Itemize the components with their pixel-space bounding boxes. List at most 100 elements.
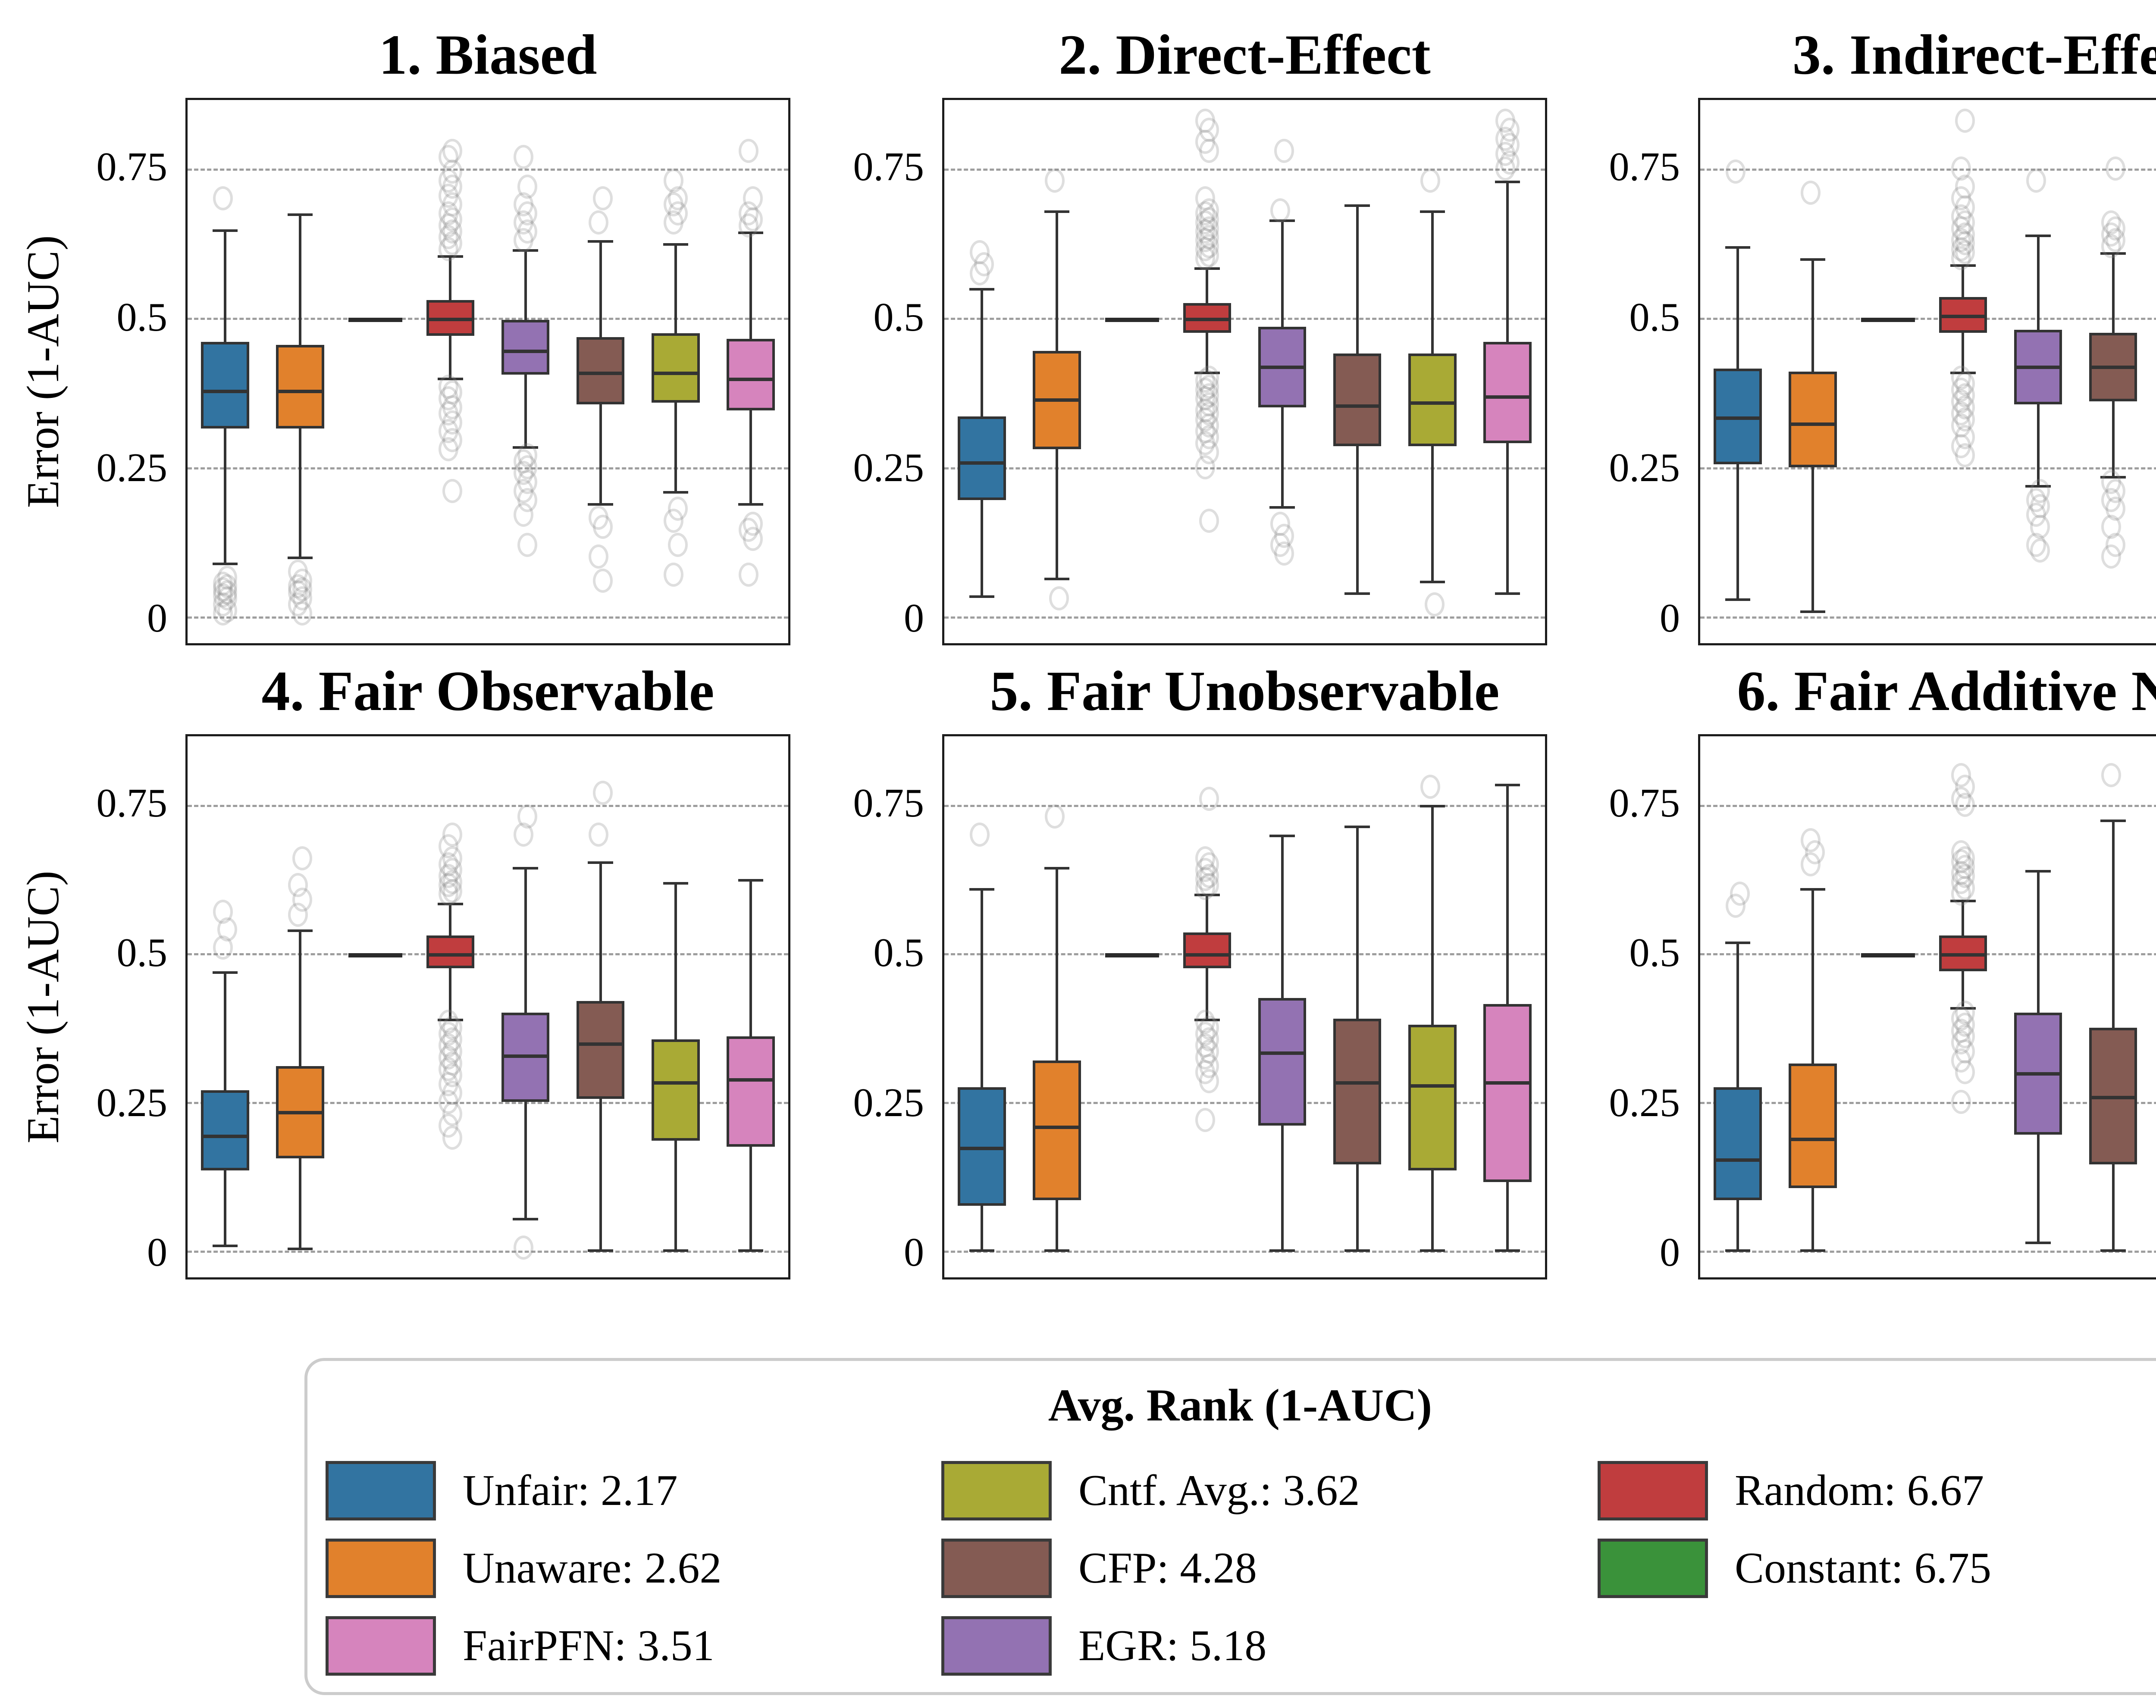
subplot-biased: 1. Biased Error (1-AUC) 0.75 0.5 0.25 0 <box>18 25 790 645</box>
box-unfair <box>201 341 249 429</box>
gridline-0.5 <box>1700 318 2156 320</box>
outlier-fairpfn <box>743 186 763 211</box>
median-unaware <box>276 389 324 393</box>
ytick-label-0.5: 0.5 <box>1629 295 1680 340</box>
box-constant-flat <box>1105 953 1159 958</box>
subplot-title: 4. Fair Observable <box>261 659 714 723</box>
outlier-egr <box>517 804 538 829</box>
whisker-cap-high-unfair <box>212 971 238 974</box>
gridline-0.25 <box>944 467 1545 469</box>
outlier-random <box>1199 1069 1219 1093</box>
outlier-random <box>442 1125 463 1150</box>
median-fairpfn <box>1483 1081 1532 1085</box>
outlier-cfp <box>2101 210 2121 235</box>
median-fairpfn <box>1483 395 1532 399</box>
legend-swatch-egr <box>941 1616 1052 1676</box>
whisker-cap-high-fairpfn <box>1495 180 1520 183</box>
gridline-0.25 <box>944 1102 1545 1104</box>
outlier-random <box>442 822 463 847</box>
median-unfair <box>958 461 1006 465</box>
median-random <box>426 953 475 957</box>
outlier-random <box>1195 186 1215 211</box>
outlier-fairpfn <box>739 138 759 163</box>
gridline-0.5 <box>188 953 788 956</box>
gridline-0.75 <box>1700 169 2156 171</box>
outlier-cfp <box>2101 544 2121 569</box>
whisker-cap-low-unfair <box>212 563 238 566</box>
legend-label-egr: EGR: 5.18 <box>1078 1621 1267 1670</box>
box-fairpfn <box>1483 1004 1532 1182</box>
whisker-cap-low-unfair <box>212 1245 238 1248</box>
whisker-cap-low-unfair <box>1725 1249 1751 1252</box>
whisker-cap-high-unfair <box>1725 246 1751 249</box>
legend-label-unaware: Unaware: 2.62 <box>463 1544 722 1592</box>
median-unfair <box>958 1146 1006 1150</box>
legend-swatch-cfp <box>941 1539 1052 1598</box>
median-cfp <box>1333 1081 1382 1085</box>
median-cfp <box>576 372 625 375</box>
outlier-egr <box>513 503 533 527</box>
legend-box: Avg. Rank (1-AUC) Unfair: 2.17 Unaware: 2… <box>304 1358 2156 1695</box>
median-random <box>1939 953 1987 957</box>
whisker-cap-high-egr <box>2025 234 2051 237</box>
outlier-cntf-avg <box>663 562 683 587</box>
whisker-cap-high-cfp <box>1344 825 1370 828</box>
ytick-label-0.75: 0.75 <box>853 144 924 190</box>
outlier-unfair <box>1726 160 1746 184</box>
whisker-cap-low-egr <box>1269 1249 1295 1252</box>
legend-entry-random: Random: 6.67 <box>1598 1459 1991 1522</box>
outlier-unaware <box>1801 828 1821 853</box>
whisker-cap-low-cntf-avg <box>1420 580 1445 583</box>
legend-column-3: Random: 6.67 Constant: 6.75 <box>1598 1459 1991 1614</box>
outlier-cfp <box>588 210 608 235</box>
legend-entry-unaware: Unaware: 2.62 <box>326 1537 721 1600</box>
outlier-random <box>1199 786 1219 811</box>
subplot-title: 3. Indirect-Effect <box>1792 23 2156 87</box>
whisker-cap-high-cfp <box>2100 820 2126 823</box>
whisker-cap-high-unfair <box>212 229 238 232</box>
whisker-unaware <box>1056 867 1059 1250</box>
legend-entry-cntf-avg: Cntf. Avg.: 3.62 <box>941 1459 1360 1522</box>
legend-swatch-unfair <box>326 1461 436 1520</box>
median-cntf-avg <box>652 1081 700 1085</box>
outlier-cfp <box>592 568 613 593</box>
legend-entry-unfair: Unfair: 2.17 <box>326 1459 721 1522</box>
ytick-label-0: 0 <box>147 1230 167 1275</box>
outlier-egr <box>1274 138 1294 163</box>
whisker-cap-high-egr <box>513 867 538 870</box>
legend-label-unfair: Unfair: 2.17 <box>463 1466 678 1515</box>
box-fairpfn <box>727 1036 775 1147</box>
gridline-0.5 <box>944 318 1545 320</box>
box-unfair <box>1714 369 1762 464</box>
whisker-cap-low-egr <box>513 1218 538 1221</box>
subplot-title: 1. Biased <box>379 23 597 87</box>
whisker-cap-high-cntf-avg <box>663 882 689 885</box>
gridline-0.5 <box>1700 953 2156 956</box>
whisker-cap-low-fairpfn <box>1495 592 1520 595</box>
whisker-cap-low-fairpfn <box>1495 1249 1520 1252</box>
box-fairpfn <box>1483 341 1532 444</box>
box-random <box>1939 935 1987 971</box>
whisker-cap-high-cntf-avg <box>1420 210 1445 213</box>
outlier-egr <box>2030 538 2050 563</box>
legend-swatch-fairpfn <box>326 1616 436 1676</box>
median-unfair <box>201 1135 249 1138</box>
outlier-fairpfn <box>1495 109 1516 133</box>
gridline-0.75 <box>944 804 1545 807</box>
outlier-random <box>1951 840 1971 864</box>
box-constant-flat <box>1861 953 1915 958</box>
ytick-label-0.75: 0.75 <box>96 780 168 826</box>
plot-area <box>185 734 790 1279</box>
median-fairpfn <box>727 1078 775 1082</box>
outlier-cfp <box>2101 763 2121 787</box>
legend-entry-cfp: CFP: 4.28 <box>941 1537 1360 1600</box>
gridline-0.75 <box>188 804 788 807</box>
outlier-cfp <box>592 781 613 805</box>
gridline-0.25 <box>188 467 788 469</box>
legend-swatch-cntf-avg <box>941 1461 1052 1520</box>
median-egr <box>2014 1072 2062 1076</box>
ytick-label-0.25: 0.25 <box>96 1080 168 1125</box>
median-unaware <box>276 1111 324 1114</box>
outlier-unfair <box>213 899 233 924</box>
median-egr <box>1258 1051 1307 1055</box>
